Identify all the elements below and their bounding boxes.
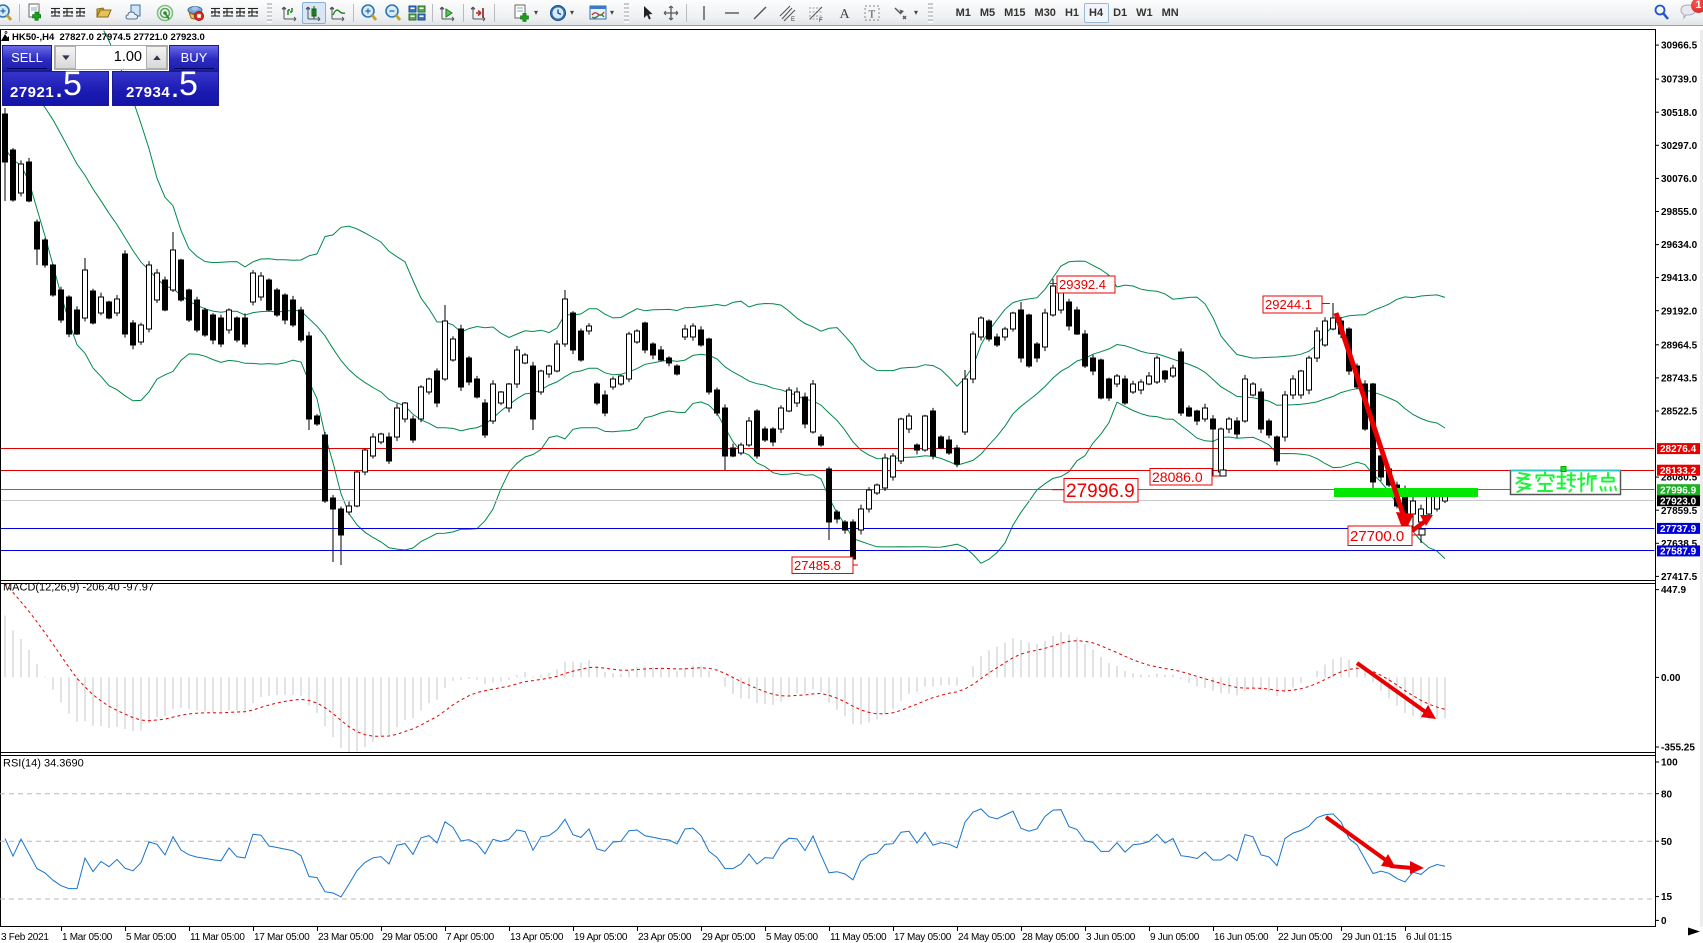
svg-text:30076.0: 30076.0	[1661, 174, 1698, 185]
svg-text:28964.5: 28964.5	[1661, 340, 1698, 351]
svg-text:27737.9: 27737.9	[1660, 524, 1697, 535]
svg-text:17 May 05:00: 17 May 05:00	[894, 932, 952, 943]
svg-text:29244.1: 29244.1	[1265, 297, 1312, 312]
svg-text:24 May 05:00: 24 May 05:00	[958, 932, 1016, 943]
svg-text:HK50-,H4 27827.0 27974.5 2772: HK50-,H4 27827.0 27974.5 27721.0 27923.0	[12, 32, 205, 43]
svg-text:27417.5: 27417.5	[1661, 572, 1698, 583]
svg-text:19 Apr 05:00: 19 Apr 05:00	[574, 932, 628, 943]
svg-text:17 Mar 05:00: 17 Mar 05:00	[254, 932, 310, 943]
svg-text:23 Mar 05:00: 23 Mar 05:00	[318, 932, 374, 943]
svg-text:28276.4: 28276.4	[1660, 444, 1697, 455]
svg-text:100: 100	[1661, 758, 1678, 769]
svg-text:27859.5: 27859.5	[1661, 506, 1698, 517]
svg-text:E: E	[791, 17, 795, 23]
svg-text:27996.9: 27996.9	[1066, 481, 1135, 502]
svg-text:29192.0: 29192.0	[1661, 306, 1698, 317]
svg-text:29 Mar 05:00: 29 Mar 05:00	[382, 932, 438, 943]
svg-text:30518.0: 30518.0	[1661, 108, 1698, 119]
svg-text:27700.0: 27700.0	[1350, 528, 1404, 545]
svg-text:29392.4: 29392.4	[1059, 277, 1106, 292]
svg-text:28133.2: 28133.2	[1660, 466, 1697, 477]
svg-text:28086.0: 28086.0	[1152, 469, 1203, 485]
svg-text:27587.9: 27587.9	[1660, 547, 1697, 558]
svg-text:-355.25: -355.25	[1661, 743, 1695, 754]
svg-text:28743.5: 28743.5	[1661, 374, 1698, 385]
svg-text:30966.5: 30966.5	[1661, 41, 1698, 52]
svg-text:11 Mar 05:00: 11 Mar 05:00	[190, 932, 245, 943]
svg-text:29634.0: 29634.0	[1661, 240, 1698, 251]
svg-text:3 Jun 05:00: 3 Jun 05:00	[1086, 932, 1136, 943]
svg-text:15: 15	[1661, 892, 1673, 903]
svg-text:27923.0: 27923.0	[1660, 496, 1697, 507]
svg-text:28080.5: 28080.5	[1661, 473, 1698, 484]
svg-text:5 Mar 05:00: 5 Mar 05:00	[126, 932, 177, 943]
svg-text:23 Apr 05:00: 23 Apr 05:00	[638, 932, 692, 943]
svg-text:447.9: 447.9	[1661, 585, 1686, 596]
svg-text:3 Feb 2021: 3 Feb 2021	[1, 932, 49, 943]
svg-text:27996.9: 27996.9	[1660, 485, 1697, 496]
svg-text:13 Apr 05:00: 13 Apr 05:00	[510, 932, 564, 943]
svg-text:27638.5: 27638.5	[1661, 539, 1698, 550]
svg-text:11 May 05:00: 11 May 05:00	[830, 932, 887, 943]
svg-text:F: F	[819, 18, 823, 23]
svg-text:1 Mar 05:00: 1 Mar 05:00	[62, 932, 113, 943]
svg-text:29 Apr 05:00: 29 Apr 05:00	[702, 932, 756, 943]
svg-text:MACD(12,26,9) -206.40 -97.97: MACD(12,26,9) -206.40 -97.97	[3, 582, 154, 594]
svg-text:RSI(14) 34.3690: RSI(14) 34.3690	[3, 758, 84, 770]
svg-text:0: 0	[1661, 916, 1667, 927]
svg-text:28 May 05:00: 28 May 05:00	[1022, 932, 1080, 943]
svg-text:29413.0: 29413.0	[1661, 273, 1698, 284]
svg-text:50: 50	[1661, 837, 1673, 848]
svg-text:16 Jun 05:00: 16 Jun 05:00	[1214, 932, 1269, 943]
svg-text:5 May 05:00: 5 May 05:00	[766, 932, 818, 943]
svg-text:0.00: 0.00	[1661, 673, 1681, 684]
svg-text:80: 80	[1661, 789, 1673, 800]
svg-text:9 Jun 05:00: 9 Jun 05:00	[1150, 932, 1200, 943]
svg-text:30739.0: 30739.0	[1661, 75, 1698, 86]
svg-text:22 Jun 05:00: 22 Jun 05:00	[1278, 932, 1333, 943]
svg-text:A: A	[840, 7, 851, 22]
svg-text:T: T	[869, 8, 876, 20]
svg-text:28522.5: 28522.5	[1661, 407, 1698, 418]
svg-text:6 Jul 01:15: 6 Jul 01:15	[1406, 932, 1452, 943]
svg-text:27485.8: 27485.8	[794, 558, 841, 573]
svg-text:30297.0: 30297.0	[1661, 141, 1698, 152]
svg-text:29 Jun 01:15: 29 Jun 01:15	[1342, 932, 1397, 943]
svg-text:29855.0: 29855.0	[1661, 207, 1698, 218]
svg-text:7 Apr 05:00: 7 Apr 05:00	[446, 932, 495, 943]
